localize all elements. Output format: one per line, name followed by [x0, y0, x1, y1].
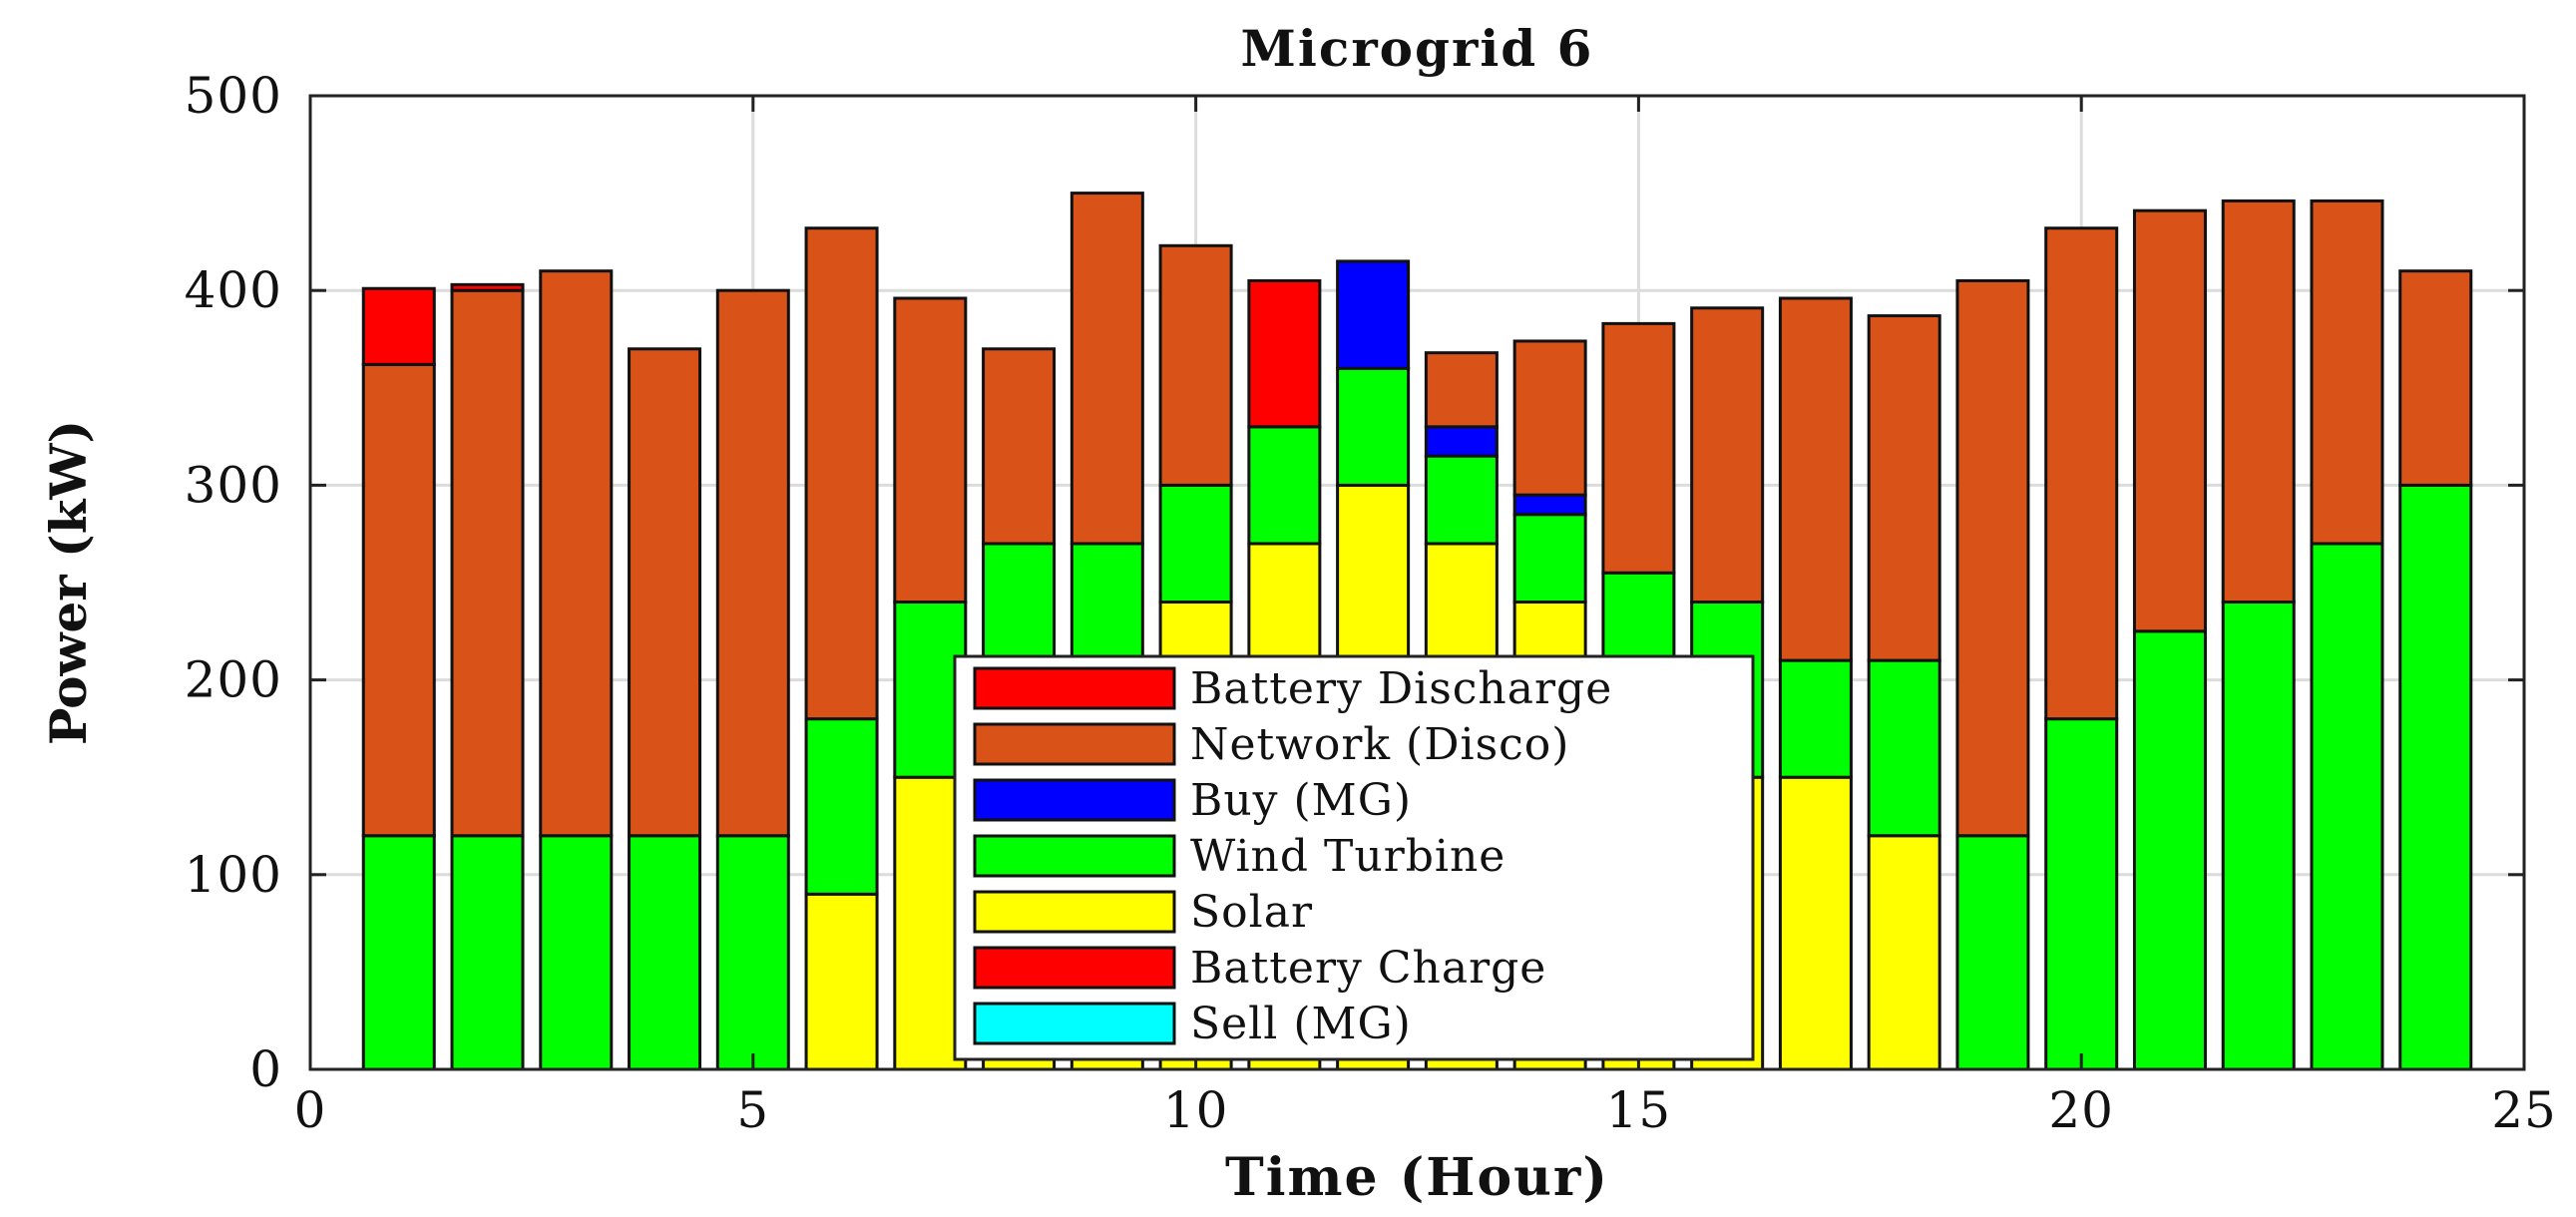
bar-segment-network-disco-hour-14 [1512, 339, 1587, 497]
legend-label: Battery Discharge [1190, 663, 1612, 714]
bar-segment-wind-turbine-hour-6 [804, 717, 879, 896]
legend-swatch-battery-discharge [973, 666, 1176, 710]
legend-swatch-buy-mg [973, 778, 1176, 822]
bar-segment-network-disco-hour-1 [361, 362, 436, 838]
bar-segment-network-disco-hour-17 [1778, 296, 1853, 662]
bar-segment-network-disco-hour-23 [2310, 199, 2384, 546]
bar-segment-network-disco-hour-15 [1601, 321, 1676, 575]
x-tick-label: 5 [736, 1081, 769, 1139]
y-tick-label: 100 [185, 846, 282, 904]
legend-swatch-solar [973, 890, 1176, 934]
legend-label: Solar [1190, 887, 1313, 938]
bar-segment-wind-turbine-hour-3 [539, 834, 614, 1071]
bar-segment-wind-turbine-hour-1 [361, 834, 436, 1071]
bar-segment-network-disco-hour-3 [539, 269, 614, 838]
bar-segment-network-disco-hour-16 [1690, 306, 1765, 605]
bar-segment-wind-turbine-hour-14 [1512, 513, 1587, 605]
bar-segment-wind-turbine-hour-10 [1158, 483, 1233, 605]
bar-segment-network-disco-hour-10 [1158, 243, 1233, 487]
x-tick-label: 0 [294, 1081, 327, 1139]
bar-segment-network-disco-hour-24 [2398, 269, 2473, 487]
bar-segment-wind-turbine-hour-19 [1955, 834, 2030, 1071]
y-tick-label: 0 [249, 1040, 282, 1098]
bar-segment-solar-hour-6 [804, 892, 879, 1071]
legend-swatch-network-disco [973, 722, 1176, 766]
bar-segment-solar-hour-17 [1778, 775, 1853, 1071]
legend-swatch-sell-mg [973, 1002, 1176, 1045]
axes-box [308, 94, 2526, 1071]
bar-segment-wind-turbine-hour-2 [450, 834, 525, 1071]
bar-segment-network-disco-hour-2 [450, 288, 525, 838]
bar-segment-solar-hour-18 [1867, 834, 1941, 1071]
bar-segment-wind-turbine-hour-24 [2398, 483, 2473, 1071]
bar-segment-network-disco-hour-22 [2221, 199, 2296, 605]
y-tick-label: 400 [185, 261, 282, 319]
legend-label: Wind Turbine [1190, 831, 1505, 882]
bar-segment-network-disco-hour-8 [982, 347, 1057, 546]
bar-segment-buy-mg-hour-14 [1512, 493, 1587, 517]
y-tick-label: 300 [185, 456, 282, 514]
bar-segment-wind-turbine-hour-21 [2132, 629, 2207, 1071]
legend-label: Battery Charge [1190, 943, 1546, 994]
bar-segment-wind-turbine-hour-17 [1778, 658, 1853, 779]
axis-ticks: 0 5 10 15 20 25 0 100 200 300 400 500 [185, 67, 2557, 1139]
bar-segment-network-disco-hour-4 [628, 347, 702, 838]
x-tick-label: 10 [1163, 1081, 1229, 1139]
y-axis-label: Power (kW) [39, 420, 98, 745]
bar-segment-network-disco-hour-21 [2132, 208, 2207, 633]
bar-segment-network-disco-hour-18 [1867, 314, 1941, 662]
bar-segment-wind-turbine-hour-18 [1867, 658, 1941, 838]
legend-label: Buy (MG) [1190, 775, 1412, 826]
bar-segment-network-disco-hour-7 [893, 296, 968, 605]
bar-segment-network-disco-hour-13 [1424, 351, 1499, 429]
bar-segment-buy-mg-hour-13 [1424, 425, 1499, 458]
bar-segment-wind-turbine-hour-22 [2221, 601, 2296, 1071]
bar-segment-network-disco-hour-5 [715, 288, 790, 838]
x-tick-label: 15 [1606, 1081, 1672, 1139]
bar-segment-battery-discharge-hour-11 [1247, 278, 1322, 429]
bar-segment-network-disco-hour-9 [1070, 192, 1144, 546]
bar-segment-wind-turbine-hour-20 [2044, 717, 2119, 1071]
bar-segment-wind-turbine-hour-23 [2310, 542, 2384, 1071]
legend-swatch-wind-turbine [973, 834, 1176, 878]
x-axis-label: Time (Hour) [1225, 1147, 1609, 1208]
bar-segment-network-disco-hour-20 [2044, 226, 2119, 721]
bar-segment-wind-turbine-hour-13 [1424, 454, 1499, 546]
y-tick-label: 500 [185, 67, 282, 125]
x-tick-label: 25 [2491, 1081, 2557, 1139]
bar-segment-battery-discharge-hour-1 [361, 286, 436, 366]
chart-title: Microgrid 6 [1241, 19, 1594, 78]
bar-segment-network-disco-hour-19 [1955, 278, 2030, 838]
x-tick-label: 20 [2048, 1081, 2114, 1139]
bar-segment-network-disco-hour-6 [804, 226, 879, 721]
legend-swatch-battery-charge [973, 946, 1176, 990]
legend-label: Network (Disco) [1190, 719, 1569, 770]
bar-segment-wind-turbine-hour-11 [1247, 425, 1322, 546]
legend-label: Sell (MG) [1190, 999, 1412, 1049]
bar-segment-battery-discharge-hour-2 [450, 282, 525, 292]
bar-segment-wind-turbine-hour-4 [628, 834, 702, 1071]
bar-segment-wind-turbine-hour-12 [1336, 366, 1411, 487]
bar-segment-buy-mg-hour-12 [1336, 259, 1411, 370]
bar-segment-wind-turbine-hour-5 [715, 834, 790, 1071]
y-tick-label: 200 [185, 651, 282, 709]
